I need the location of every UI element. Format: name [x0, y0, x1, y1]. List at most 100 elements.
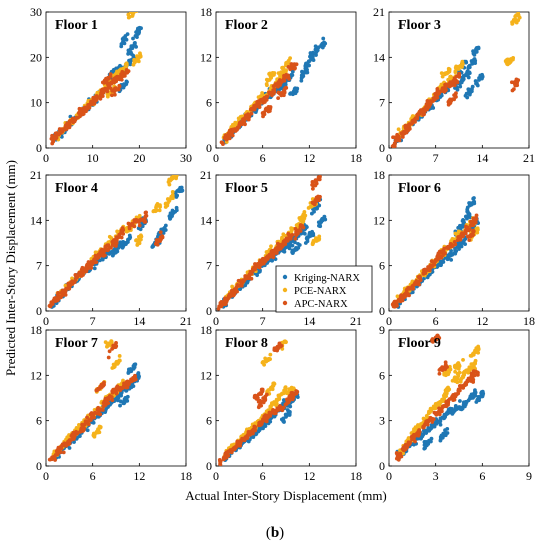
points-group [49, 12, 143, 146]
y-tick-label: 6 [36, 414, 42, 428]
point-kriging-narx [453, 405, 458, 410]
x-tick-label: 12 [133, 469, 145, 483]
point-kriging-narx [290, 69, 295, 74]
point-apc-narx [246, 430, 251, 434]
point-pce-narx [126, 15, 131, 20]
point-apc-narx [446, 244, 451, 249]
point-kriging-narx [163, 223, 168, 228]
x-tick-label: 6 [260, 469, 266, 483]
point-apc-narx [403, 129, 408, 134]
point-kriging-narx [474, 50, 479, 54]
point-apc-narx [400, 298, 405, 303]
point-pce-narx [137, 55, 142, 60]
x-tick-label: 18 [523, 314, 535, 328]
point-apc-narx [236, 278, 241, 283]
point-kriging-narx [124, 388, 129, 393]
point-apc-narx [513, 83, 518, 88]
point-pce-narx [247, 427, 252, 431]
point-apc-narx [100, 94, 105, 99]
point-apc-narx [114, 340, 118, 345]
point-kriging-narx [478, 73, 483, 78]
point-kriging-narx [175, 193, 180, 198]
point-pce-narx [137, 213, 142, 218]
point-apc-narx [267, 410, 272, 415]
point-pce-narx [96, 430, 101, 435]
point-kriging-narx [318, 221, 322, 226]
point-apc-narx [84, 265, 89, 269]
y-tick-label: 0 [379, 304, 385, 318]
point-pce-narx [516, 18, 521, 23]
point-apc-narx [446, 102, 451, 107]
point-pce-narx [432, 405, 437, 410]
point-kriging-narx [467, 212, 471, 217]
point-apc-narx [259, 262, 264, 267]
point-apc-narx [56, 445, 61, 450]
point-apc-narx [104, 247, 109, 252]
point-apc-narx [265, 256, 270, 261]
point-kriging-narx [475, 83, 480, 88]
point-apc-narx [228, 291, 233, 296]
point-apc-narx [221, 457, 226, 462]
point-apc-narx [436, 91, 441, 96]
point-apc-narx [265, 414, 270, 418]
point-kriging-narx [295, 395, 300, 400]
point-pce-narx [105, 94, 110, 99]
point-apc-narx [455, 238, 460, 243]
point-kriging-narx [478, 394, 483, 399]
point-apc-narx [449, 242, 454, 246]
point-apc-narx [80, 429, 85, 433]
point-pce-narx [157, 208, 162, 213]
point-kriging-narx [466, 87, 471, 92]
point-apc-narx [67, 442, 71, 447]
point-apc-narx [290, 391, 295, 395]
point-pce-narx [513, 19, 518, 23]
x-tick-label: 0 [43, 469, 49, 483]
x-tick-label: 7 [90, 314, 96, 328]
point-apc-narx [280, 405, 285, 410]
point-apc-narx [317, 194, 322, 199]
point-apc-narx [218, 459, 222, 464]
point-kriging-narx [449, 248, 453, 253]
point-apc-narx [113, 238, 118, 243]
point-kriging-narx [178, 187, 183, 191]
point-kriging-narx [445, 412, 449, 416]
point-apc-narx [61, 450, 66, 455]
point-kriging-narx [125, 32, 130, 37]
point-kriging-narx [443, 431, 447, 436]
point-kriging-narx [458, 243, 463, 248]
point-apc-narx [109, 245, 113, 250]
y-tick-label: 21 [373, 5, 385, 19]
point-apc-narx [441, 249, 446, 254]
point-kriging-narx [131, 53, 136, 58]
point-apc-narx [121, 385, 126, 390]
point-apc-narx [127, 382, 131, 387]
point-apc-narx [253, 393, 258, 398]
x-tick-label: 7 [260, 314, 266, 328]
point-apc-narx [119, 229, 124, 234]
point-apc-narx [515, 80, 520, 85]
point-kriging-narx [283, 412, 288, 417]
point-pce-narx [134, 12, 138, 13]
point-apc-narx [223, 454, 228, 458]
point-apc-narx [56, 132, 61, 136]
points-group [47, 175, 185, 309]
point-apc-narx [470, 232, 475, 237]
point-apc-narx [51, 139, 55, 144]
point-apc-narx [227, 136, 232, 141]
point-apc-narx [91, 260, 95, 265]
point-apc-narx [403, 124, 408, 129]
x-tick-label: 18 [350, 469, 362, 483]
point-kriging-narx [315, 48, 320, 53]
panel-title: Floor 7 [55, 336, 98, 351]
point-pce-narx [396, 127, 401, 132]
point-pce-narx [458, 378, 463, 383]
point-apc-narx [89, 266, 94, 270]
point-apc-narx [391, 304, 396, 309]
point-apc-narx [441, 253, 445, 258]
point-apc-narx [223, 302, 228, 306]
point-apc-narx [137, 223, 142, 228]
point-apc-narx [301, 225, 306, 230]
point-apc-narx [435, 86, 440, 91]
point-apc-narx [266, 104, 271, 109]
